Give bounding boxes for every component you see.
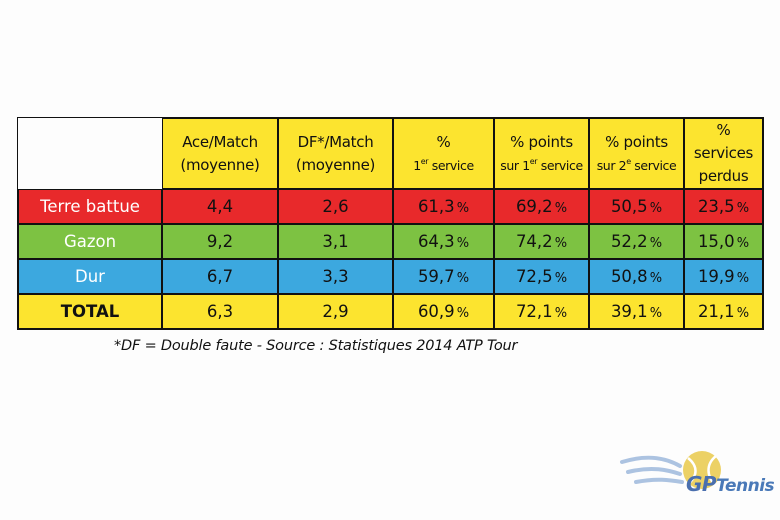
tennis-ball-icon (620, 451, 721, 489)
cell-lost: 15,0% (684, 224, 763, 259)
footnote: *DF = Double faute - Source : Statistiqu… (114, 338, 518, 354)
cell-ace: 6,7 (162, 259, 278, 294)
header-points-second: % points sur 2e service (589, 118, 684, 189)
cell-lost: 23,5% (684, 189, 763, 224)
cell-df: 2,9 (278, 294, 393, 329)
gptennis-logo: GPTennis (686, 472, 775, 496)
header-pts1-line1: % points (510, 132, 573, 151)
cell-ace: 9,2 (162, 224, 278, 259)
row-label: Dur (18, 259, 162, 294)
cell-pts-first: 72,1% (494, 294, 589, 329)
header-row: Ace/Match (moyenne) DF*/Match (moyenne) … (18, 118, 763, 189)
header-lost-line1: % services (693, 121, 754, 162)
cell-pts-second: 50,5% (589, 189, 684, 224)
header-first-line1: % (436, 132, 451, 151)
corner-cell (18, 118, 162, 189)
cell-pts-second: 52,2% (589, 224, 684, 259)
header-pts2-line2: sur 2e service (596, 156, 677, 173)
header-ace-match: Ace/Match (moyenne) (162, 118, 278, 189)
row-label: TOTAL (18, 294, 162, 329)
table-row-hard: Dur 6,7 3,3 59,7% 72,5% 50,8% 19,9% (18, 259, 763, 294)
header-first-line2: 1er service (413, 156, 474, 173)
cell-pts-second: 39,1% (589, 294, 684, 329)
cell-df: 3,3 (278, 259, 393, 294)
header-first-serve: % 1er service (393, 118, 494, 189)
stats-table: Ace/Match (moyenne) DF*/Match (moyenne) … (17, 117, 764, 330)
header-df-match: DF*/Match (moyenne) (278, 118, 393, 189)
table-row-clay: Terre battue 4,4 2,6 61,3% 69,2% 50,5% 2… (18, 189, 763, 224)
cell-first-serve: 60,9% (393, 294, 494, 329)
header-points-first: % points sur 1er service (494, 118, 589, 189)
row-label: Gazon (18, 224, 162, 259)
header-df-line2: (moyenne) (295, 155, 376, 174)
cell-ace: 4,4 (162, 189, 278, 224)
cell-ace: 6,3 (162, 294, 278, 329)
cell-df: 2,6 (278, 189, 393, 224)
cell-lost: 21,1% (684, 294, 763, 329)
cell-pts-second: 50,8% (589, 259, 684, 294)
header-services-lost: % services perdus (684, 118, 763, 189)
header-pts2-line1: % points (605, 132, 668, 151)
table-row-total: TOTAL 6,3 2,9 60,9% 72,1% 39,1% 21,1% (18, 294, 763, 329)
cell-lost: 19,9% (684, 259, 763, 294)
header-lost-line2: perdus (698, 167, 749, 185)
header-ace-line2: (moyenne) (180, 155, 260, 174)
header-df-line1: DF*/Match (297, 132, 374, 151)
cell-df: 3,1 (278, 224, 393, 259)
cell-first-serve: 59,7% (393, 259, 494, 294)
cell-first-serve: 61,3% (393, 189, 494, 224)
cell-pts-first: 69,2% (494, 189, 589, 224)
cell-first-serve: 64,3% (393, 224, 494, 259)
cell-pts-first: 74,2% (494, 224, 589, 259)
header-pts1-line2: sur 1er service (500, 156, 583, 173)
table-row-grass: Gazon 9,2 3,1 64,3% 74,2% 52,2% 15,0% (18, 224, 763, 259)
cell-pts-first: 72,5% (494, 259, 589, 294)
header-ace-line1: Ace/Match (182, 132, 258, 151)
row-label: Terre battue (18, 189, 162, 224)
